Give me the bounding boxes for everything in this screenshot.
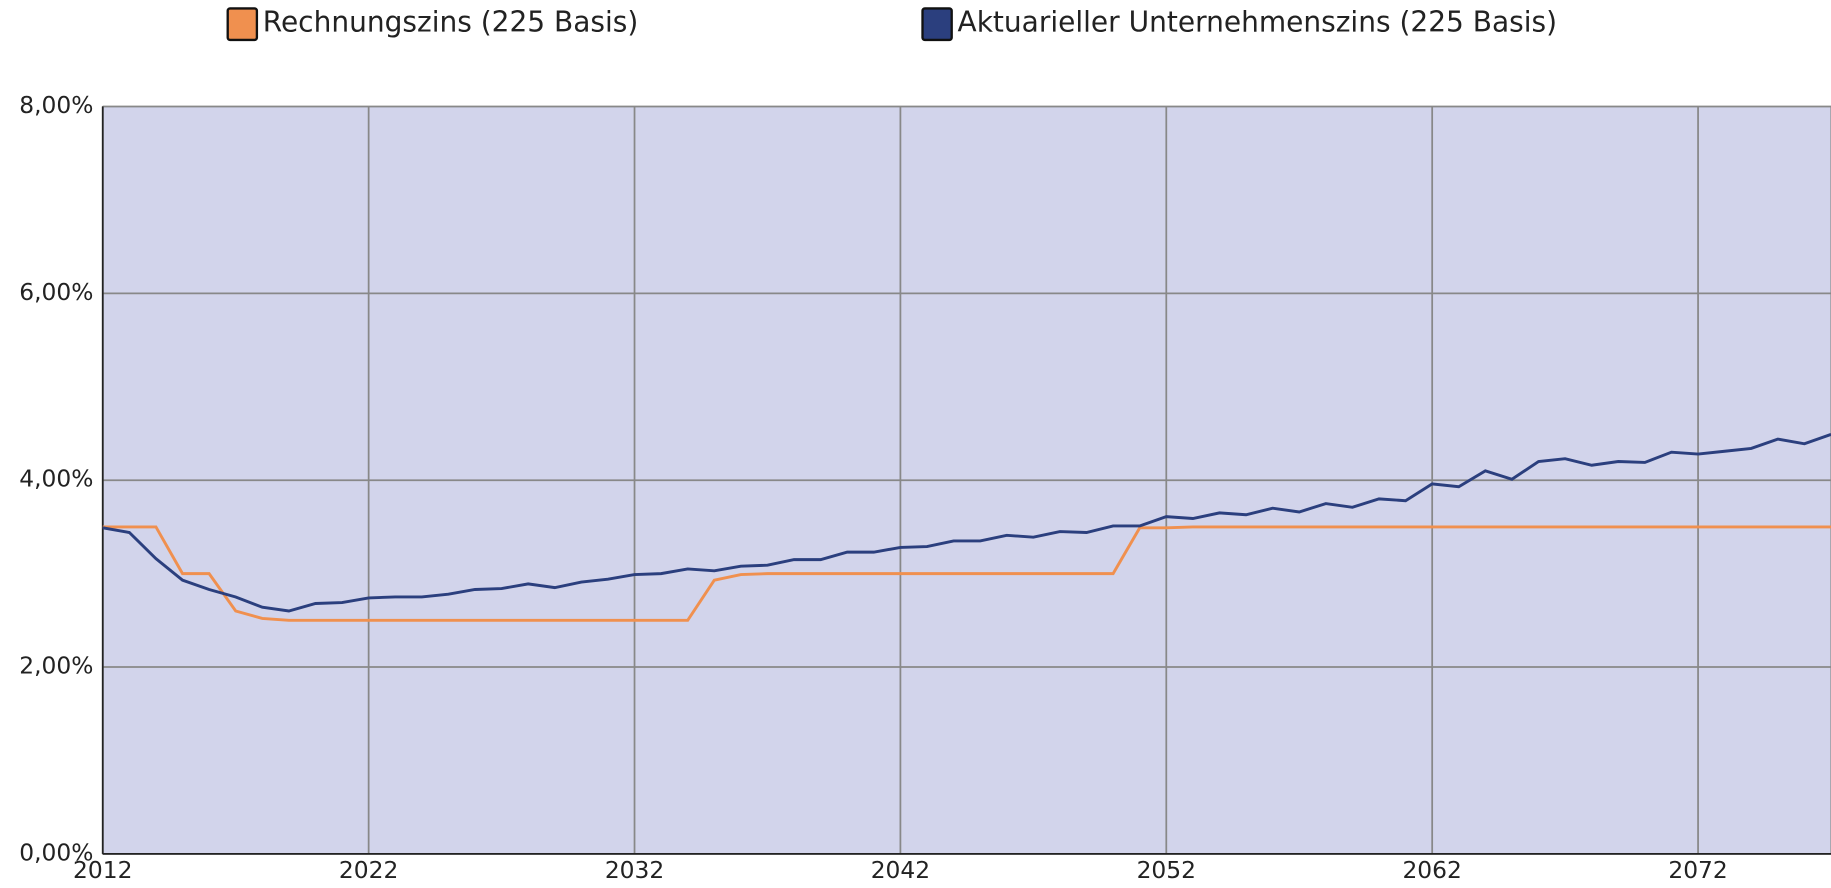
y-tick-label: 8,00% [19, 91, 93, 119]
x-tick-label: 2042 [871, 856, 930, 884]
x-tick-label: 2052 [1137, 856, 1196, 884]
series-line [102, 433, 1831, 613]
legend-swatch [226, 7, 259, 42]
legend-label: Rechnungszins (225 Basis) [263, 6, 639, 39]
legend-swatch [921, 7, 953, 42]
y-tick-label: 2,00% [19, 652, 93, 680]
series-line [102, 525, 1831, 622]
x-tick-label: 2012 [73, 856, 132, 884]
y-tick-label: 4,00% [19, 465, 93, 493]
x-tick-label: 2062 [1402, 856, 1461, 884]
x-tick-label: 2022 [339, 856, 398, 884]
x-tick-label: 2032 [605, 856, 664, 884]
y-tick-label: 6,00% [19, 278, 93, 306]
legend-label: Aktuarieller Unternehmenszins (225 Basis… [958, 6, 1558, 39]
y-tick-label: 0,00% [19, 838, 93, 866]
x-tick-label: 2072 [1668, 856, 1727, 884]
